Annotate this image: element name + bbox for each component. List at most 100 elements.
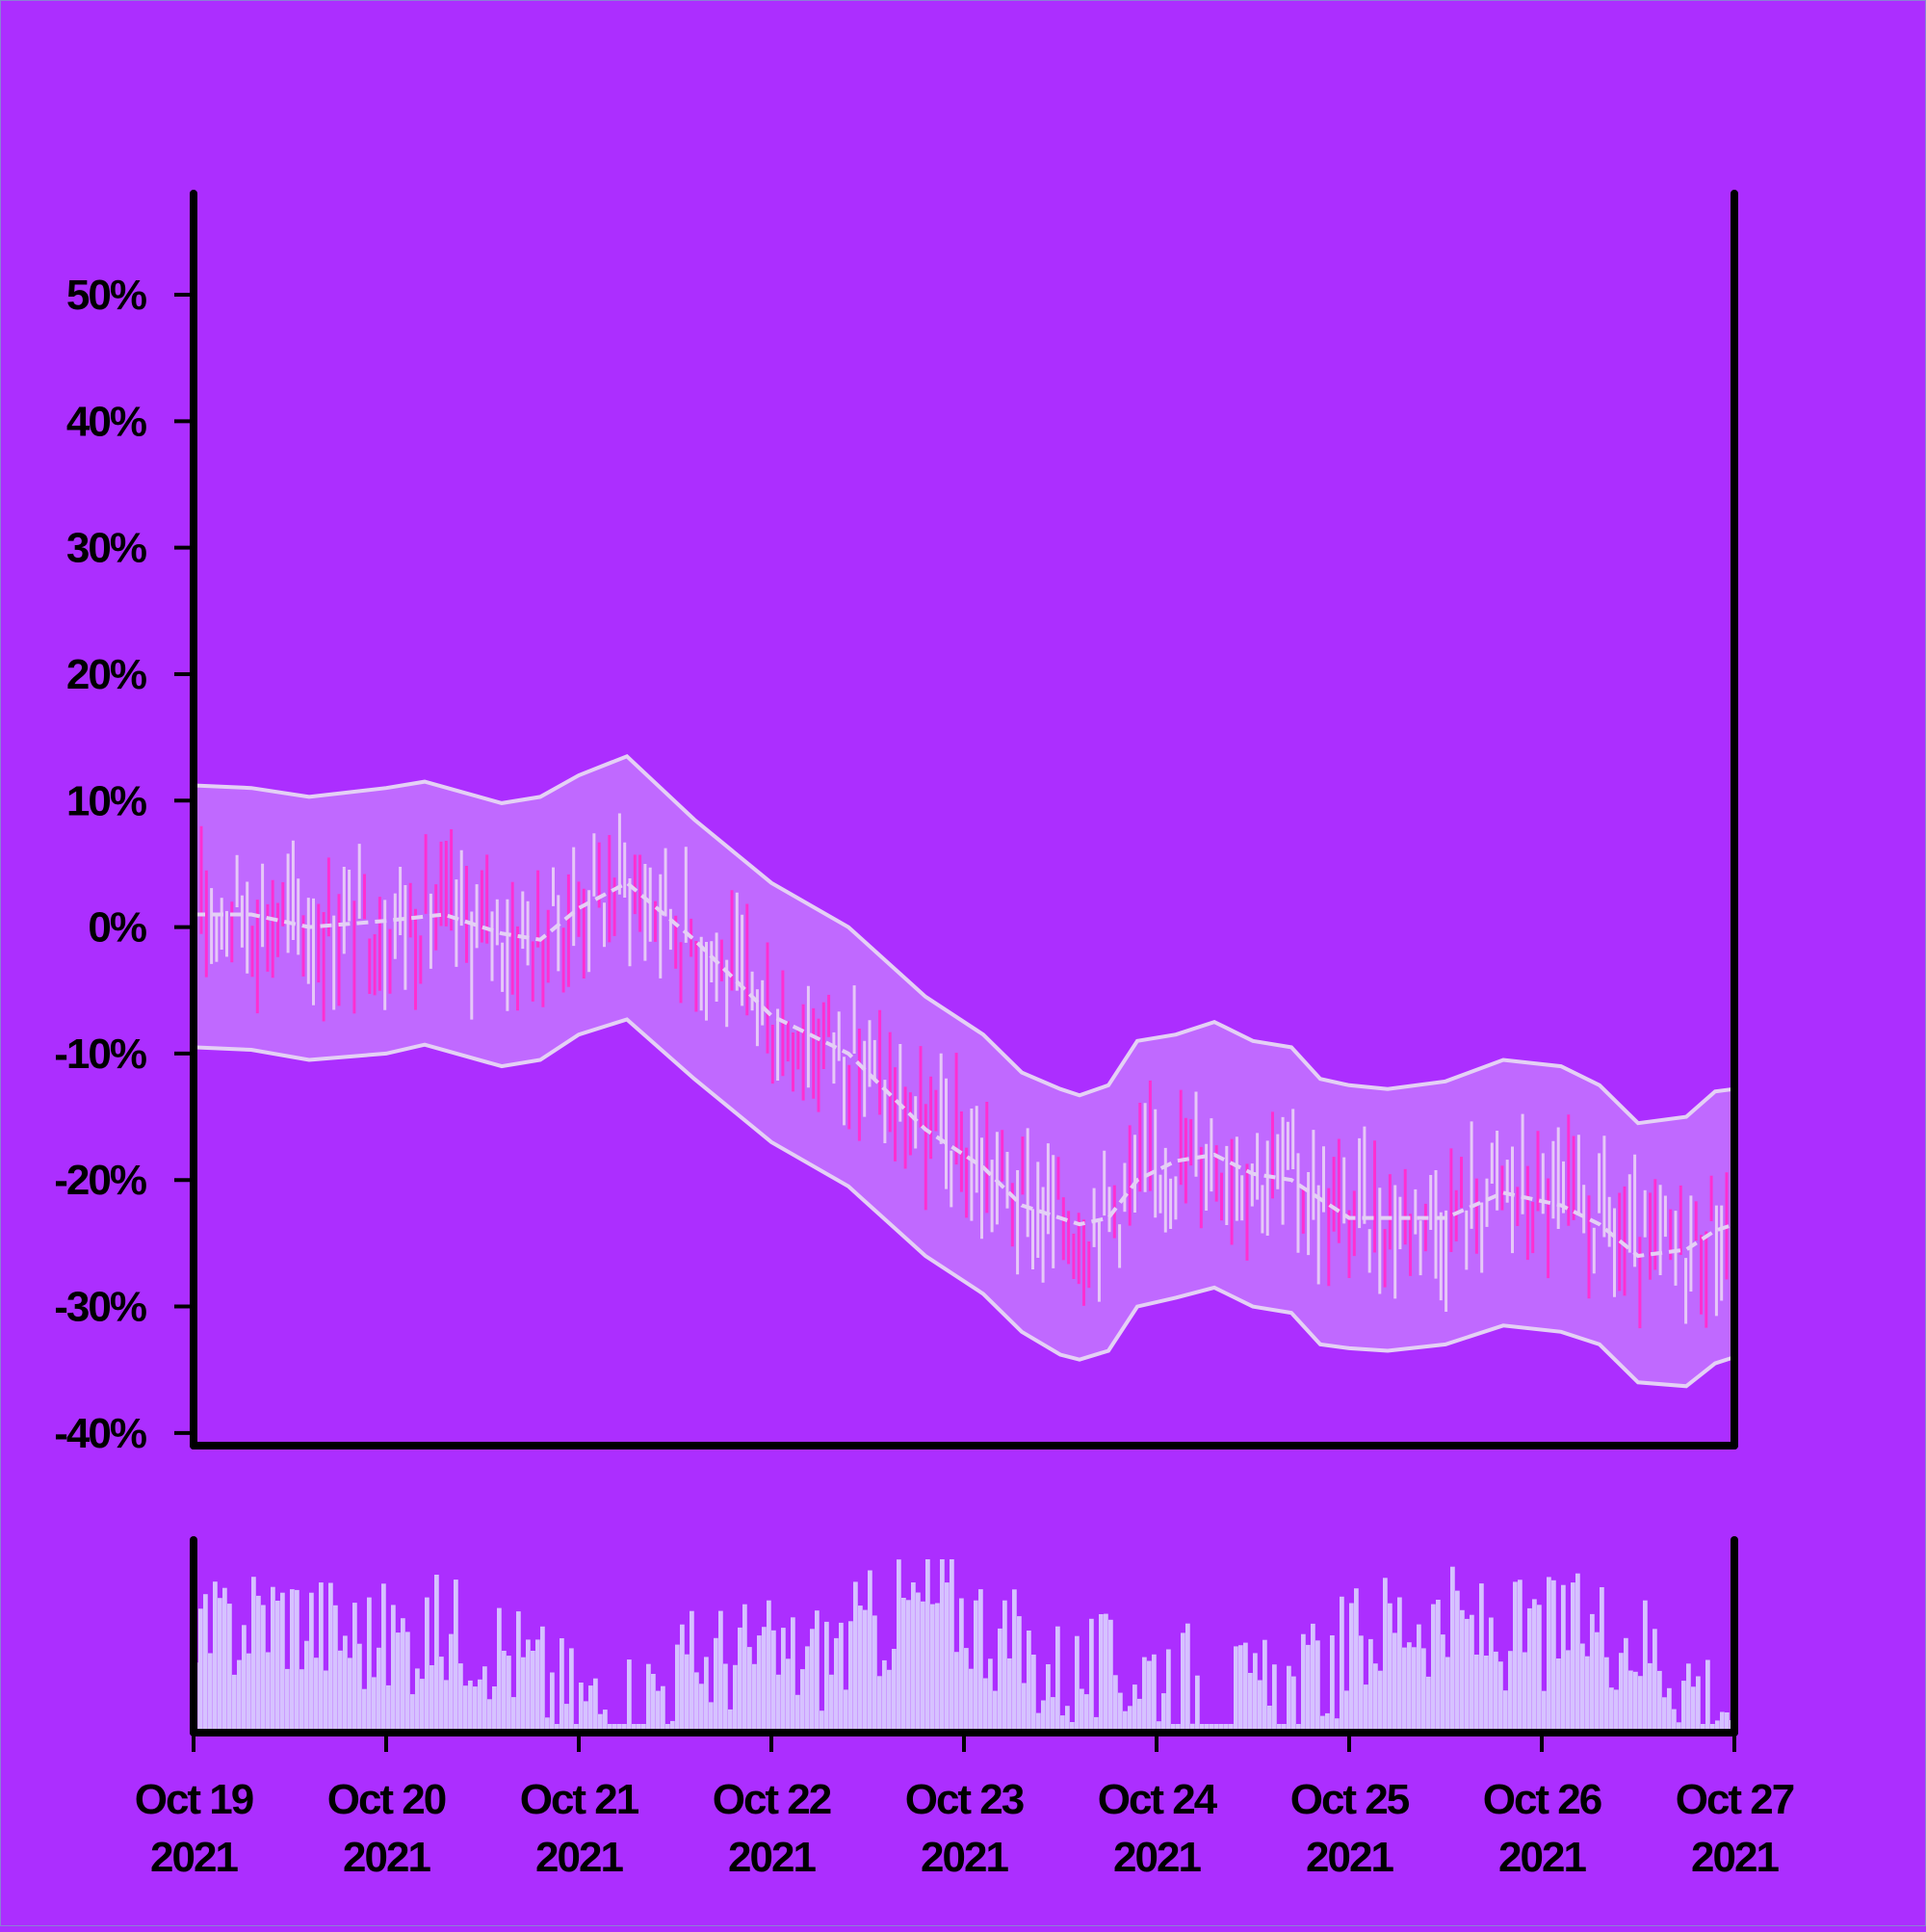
volume-bar [1296,1724,1301,1733]
volume-bar [844,1689,848,1733]
volume-bar [1354,1588,1359,1733]
volume-bar [1571,1582,1575,1733]
volume-bar [1585,1656,1590,1733]
volume-bar [324,1670,328,1733]
volume-bar [617,1724,622,1733]
volume-bar [1301,1633,1306,1733]
volume-bar [1705,1659,1710,1733]
volume-bar [444,1680,449,1733]
volume-bar [449,1633,454,1733]
volume-bar [603,1710,608,1733]
volume-bar [1498,1661,1503,1733]
volume-bar [1523,1652,1527,1733]
volume-bar [1638,1676,1643,1733]
volume-bar [1547,1577,1551,1733]
volume-bar [839,1622,844,1733]
volume-bar [1080,1688,1084,1733]
volume-bar [535,1639,540,1733]
volume-bar [1031,1655,1036,1733]
volume-bar [1200,1724,1205,1733]
volume-bar [1465,1618,1470,1733]
volume-bar [507,1656,511,1733]
volume-bar [458,1663,463,1733]
volume-bar [993,1690,998,1733]
volume-bar [588,1685,593,1733]
volume-bar [1075,1635,1080,1733]
volume-bar [309,1592,314,1733]
volume-bar [1392,1632,1397,1733]
x-tick-label-year: 2021 [1306,1834,1393,1881]
volume-bar [853,1581,858,1733]
volume-bar [213,1581,218,1733]
volume-bar [872,1615,877,1733]
volume-bar [1532,1599,1537,1733]
volume-bar [579,1683,584,1733]
volume-bar [641,1724,646,1733]
volume-bar [242,1625,247,1733]
x-tick-label-date: Oct 23 [905,1776,1024,1823]
volume-bar [391,1605,396,1733]
volume-bar [1335,1718,1340,1733]
volume-bar [718,1610,723,1733]
volume-bar [425,1597,429,1733]
volume-bar [1132,1684,1137,1733]
volume-bar [1720,1711,1725,1733]
y-tick-label: 30% [66,525,146,572]
volume-bar [723,1663,728,1733]
volume-bar [1619,1653,1624,1733]
x-tick-label-date: Oct 21 [520,1776,639,1823]
volume-bar [916,1592,921,1733]
volume-bar [1580,1643,1585,1733]
upper-band-line [193,753,1735,1126]
volume-bar [1484,1656,1489,1733]
x-tick-label-date: Oct 24 [1098,1776,1218,1823]
y-tick-label: -40% [54,1410,146,1457]
volume-bar [569,1648,574,1733]
volume-bar [1320,1715,1325,1733]
volume-bar [868,1570,872,1733]
y-tick-label: -10% [54,1031,146,1078]
volume-bar [651,1674,656,1733]
volume-bar [584,1701,588,1733]
volume-bar [1518,1580,1523,1733]
volume-bar [333,1605,338,1733]
volume-bar [357,1643,362,1733]
volume-bar [974,1600,978,1733]
x-tick-label-year: 2021 [1691,1834,1779,1881]
volume-bar [208,1653,213,1733]
volume-bar [1142,1657,1147,1733]
volume-bar [834,1637,839,1733]
x-tick-label-date: Oct 19 [135,1776,253,1823]
volume-bar [1614,1689,1619,1733]
volume-bar [646,1663,651,1733]
volume-bar [222,1587,227,1733]
volume-bar [901,1598,906,1733]
volume-bar [945,1582,950,1733]
volume-bar [1277,1724,1282,1733]
volume-bar [511,1697,516,1733]
volume-bar [882,1659,887,1733]
x-tick-label-year: 2021 [728,1834,816,1881]
volume-bar [954,1652,959,1733]
volume-bar [521,1657,526,1733]
volume-bar [1503,1690,1508,1733]
volume-bar [1219,1724,1224,1733]
volume-bar [1325,1712,1330,1733]
volume-bar [1421,1648,1426,1733]
x-tick-label-date: Oct 22 [713,1776,831,1823]
volume-bar [1426,1676,1431,1733]
volume-bar [550,1672,555,1733]
volume-bar [1262,1639,1267,1733]
volume-bar [439,1657,444,1733]
volume-bar [728,1709,733,1733]
volume-bar [791,1617,795,1733]
volume-bar [685,1654,690,1733]
volume-bar [487,1699,492,1733]
volume-bar [526,1639,531,1733]
volume-bar [1407,1642,1412,1733]
volume-bar [1195,1675,1200,1733]
volume-bar [232,1674,237,1733]
volume-bar [1609,1687,1614,1733]
volume-bar [930,1604,935,1733]
volume-bar [1566,1650,1571,1733]
